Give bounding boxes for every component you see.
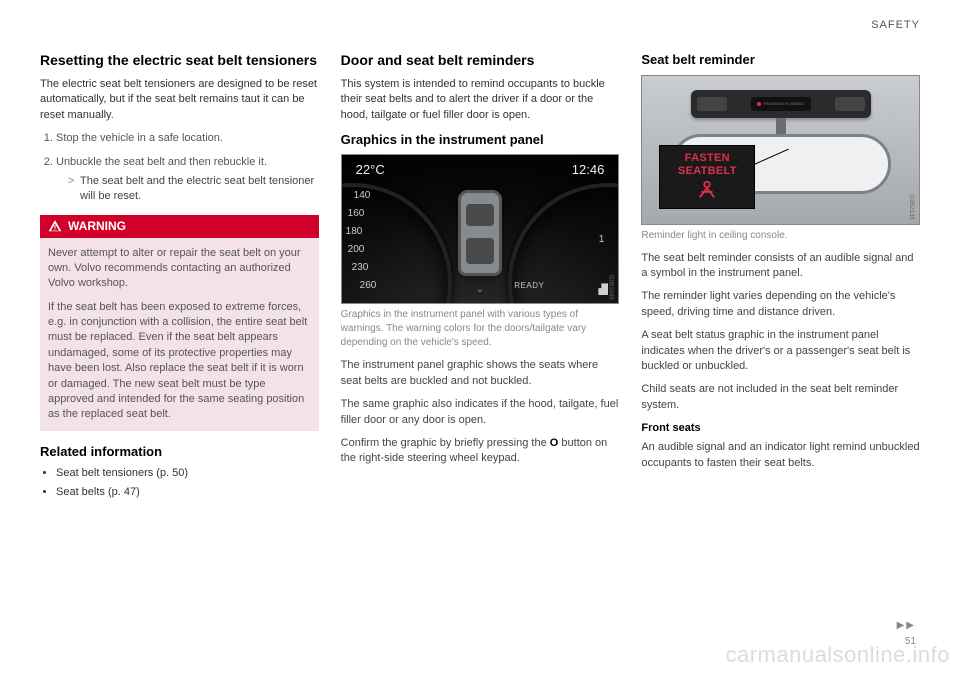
col3-p3: A seat belt status graphic in the instru… xyxy=(641,328,920,374)
col-3: Seat belt reminder PASSENGER AIRBAG FAST… xyxy=(641,51,920,667)
ceiling-console: PASSENGER AIRBAG xyxy=(691,90,871,118)
fasten-seatbelt-callout: FASTEN SEATBELT xyxy=(660,146,754,208)
col2-intro: This system is intended to remind occupa… xyxy=(341,77,620,123)
related-item-2: Seat belts (p. 47) xyxy=(56,485,319,500)
step-2: Unbuckle the seat belt and then rebuckle… xyxy=(56,155,319,205)
col1-intro: The electric seat belt tensioners are de… xyxy=(40,77,319,123)
console-center: PASSENGER AIRBAG xyxy=(751,97,811,111)
callout-line1: FASTEN xyxy=(685,152,730,164)
panel-imgcode: G061045 xyxy=(606,275,614,300)
reminder-imgcode: G052133 xyxy=(907,195,915,220)
panel-top-row: 22°C 12:46 xyxy=(342,161,619,179)
ready-label: READY xyxy=(514,280,544,291)
chevron-down-icon: ⌄ xyxy=(476,283,484,297)
warning-p2: If the seat belt has been exposed to ext… xyxy=(48,300,311,423)
step-1: Stop the vehicle in a safe location. xyxy=(56,131,319,146)
col2-p3a: Confirm the graphic by briefly pressing … xyxy=(341,437,550,449)
col3-p4: Child seats are not included in the seat… xyxy=(641,382,920,413)
instrument-panel-figure: 22°C 12:46 140 160 180 200 230 260 1 ⌄ R… xyxy=(341,154,620,304)
tick-180: 180 xyxy=(346,225,363,239)
console-text: PASSENGER AIRBAG xyxy=(764,101,805,107)
warning-p1: Never attempt to alter or repair the sea… xyxy=(48,246,311,292)
col2-p3: Confirm the graphic by briefly pressing … xyxy=(341,436,620,467)
watermark: carmanualsonline.info xyxy=(725,640,950,671)
console-btn-right xyxy=(835,97,865,111)
related-item-1: Seat belt tensioners (p. 50) xyxy=(56,466,319,481)
columns: Resetting the electric seat belt tension… xyxy=(40,51,920,667)
car-top-icon xyxy=(458,190,502,276)
warning-header: WARNING xyxy=(40,215,319,238)
chapter-label: SAFETY xyxy=(40,18,920,33)
warning-body: Never attempt to alter or repair the sea… xyxy=(40,238,319,431)
front-seats-sub: Front seats xyxy=(641,421,920,436)
continued-indicator: ▶▶ xyxy=(897,619,916,633)
col2-title: Door and seat belt reminders xyxy=(341,51,620,71)
related-list: Seat belt tensioners (p. 50) Seat belts … xyxy=(40,466,319,501)
col3-p1: The seat belt reminder consists of an au… xyxy=(641,251,920,282)
col-2: Door and seat belt reminders This system… xyxy=(341,51,620,667)
panel-time: 12:46 xyxy=(572,161,605,179)
col2-sub1: Graphics in the instrument panel xyxy=(341,131,620,149)
panel-temp: 22°C xyxy=(356,161,385,179)
col1-title: Resetting the electric seat belt tension… xyxy=(40,51,319,71)
seatbelt-icon xyxy=(696,179,718,201)
tick-right-1: 1 xyxy=(599,233,605,247)
tick-200: 200 xyxy=(348,243,365,257)
tick-230: 230 xyxy=(352,261,369,275)
col2-p2: The same graphic also indicates if the h… xyxy=(341,397,620,428)
step-2-text: Unbuckle the seat belt and then rebuckle… xyxy=(56,156,267,168)
step-2-result: The seat belt and the electric seat belt… xyxy=(68,174,319,205)
tick-260: 260 xyxy=(360,279,377,293)
warning-box: WARNING Never attempt to alter or repair… xyxy=(40,215,319,431)
warning-triangle-icon xyxy=(48,219,62,233)
reminder-figure: PASSENGER AIRBAG FASTEN SEATBELT G0 xyxy=(641,75,920,225)
col3-p2: The reminder light varies depending on t… xyxy=(641,289,920,320)
steps-list: Stop the vehicle in a safe location. Unb… xyxy=(40,131,319,205)
callout-line2: SEATBELT xyxy=(678,165,737,177)
tick-140: 140 xyxy=(354,189,371,203)
related-info-title: Related information xyxy=(40,443,319,461)
reminder-caption: Reminder light in ceiling console. xyxy=(641,229,920,243)
col-1: Resetting the electric seat belt tension… xyxy=(40,51,319,667)
col2-p1: The instrument panel graphic shows the s… xyxy=(341,358,620,389)
console-btn-left xyxy=(697,97,727,111)
page: SAFETY Resetting the electric seat belt … xyxy=(0,0,960,677)
col3-title: Seat belt reminder xyxy=(641,51,920,69)
panel-caption: Graphics in the instrument panel with va… xyxy=(341,308,620,350)
warning-label: WARNING xyxy=(68,218,126,235)
col3-p5: An audible signal and an indicator light… xyxy=(641,440,920,471)
airbag-indicator-icon xyxy=(757,102,761,106)
tick-160: 160 xyxy=(348,207,365,221)
